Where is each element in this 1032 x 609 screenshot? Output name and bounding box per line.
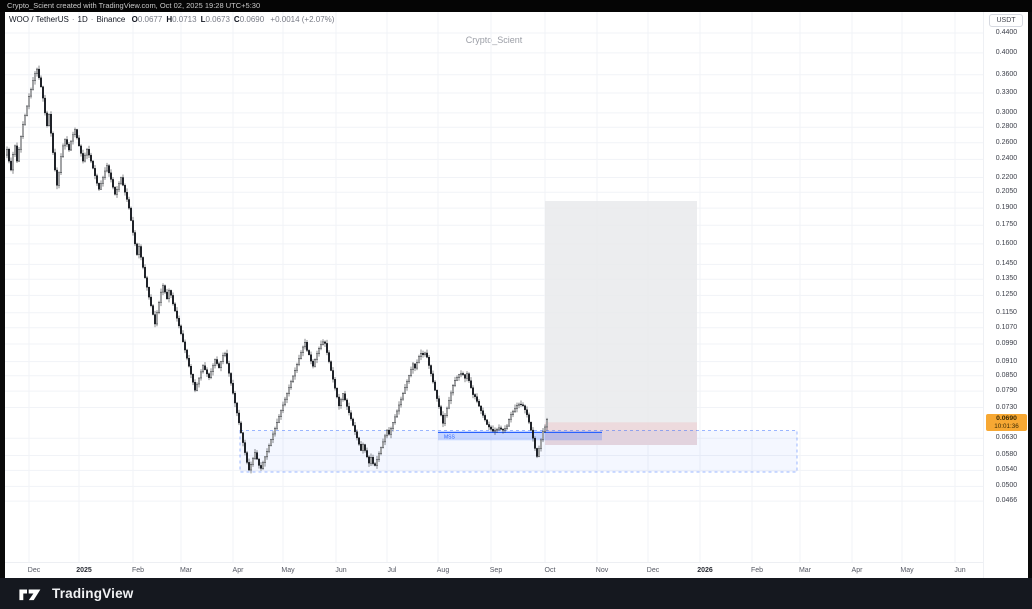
price-tick-label: 0.0910 (995, 357, 1018, 365)
footer-bar: TradingView (0, 578, 1032, 609)
time-tick-label: Dec (27, 567, 41, 574)
price-tick-label: 0.1350 (995, 275, 1018, 283)
time-tick-label: Mar (798, 567, 812, 574)
price-tick-label: 0.2400 (995, 155, 1018, 163)
ohlc-label: L (200, 15, 206, 24)
price-tick-label: 0.0540 (995, 466, 1018, 474)
time-tick-label: Apr (851, 567, 863, 574)
ohlc-label: C (233, 15, 240, 24)
price-tick-label: 0.3600 (995, 70, 1018, 78)
time-tick-label: Apr (232, 567, 244, 574)
price-tick-label: 0.0466 (995, 497, 1018, 505)
snapshot-attribution-text: Crypto_Scient created with TradingView.c… (7, 1, 261, 10)
badge-price: 0.0690 (996, 415, 1017, 422)
frame-right (1028, 12, 1032, 578)
price-tick-label: 0.0730 (995, 403, 1018, 411)
time-tick-label: Jun (335, 567, 347, 574)
ohlc-value: 0.0677 (137, 15, 163, 24)
price-tick-label: 0.0850 (995, 371, 1018, 379)
projection-box[interactable] (545, 201, 697, 445)
price-tick-label: 0.0580 (995, 451, 1018, 459)
stop-zone-box[interactable] (545, 422, 697, 445)
time-tick-label: May (900, 567, 914, 574)
mss-label: MSS (444, 435, 456, 441)
time-tick-label: Oct (544, 567, 556, 574)
candles-layer[interactable] (5, 65, 549, 474)
ohlc-label: H (166, 15, 173, 24)
currency-unit-button[interactable]: USDT (989, 14, 1023, 27)
accumulation-box[interactable] (239, 430, 798, 473)
change-value: +0.0014 (+2.07%) (270, 15, 335, 24)
price-tick-label: 0.1600 (995, 239, 1018, 247)
exchange-label: Binance (96, 15, 126, 24)
price-tick-label: 0.1250 (995, 291, 1018, 299)
time-tick-label: Sep (489, 567, 503, 574)
price-tick-label: 0.1900 (995, 204, 1018, 212)
mss-zone[interactable] (438, 432, 602, 441)
separator-dot: · (90, 15, 94, 24)
price-tick-label: 0.1450 (995, 260, 1018, 268)
symbol-bar: WOO / TetherUS · 1D · Binance O0.0677 H0.0713… (9, 14, 334, 26)
price-tick-label: 0.3000 (995, 108, 1018, 116)
ohlc-value: 0.0690 (239, 15, 265, 24)
time-axis[interactable]: Dec 2025 Feb Mar Apr May Jun Jul Aug Sep Oct Nov Dec… (5, 562, 983, 578)
time-tick-label: Nov (595, 567, 609, 574)
time-tick-label: Jul (387, 567, 397, 574)
tradingview-logo-icon[interactable] (18, 586, 44, 602)
time-tick-label: 2026 (697, 567, 713, 574)
price-tick-label: 0.1150 (996, 308, 1017, 316)
ohlc-label: O (131, 15, 138, 24)
title-bar: Crypto_Scient created with TradingView.c… (0, 0, 1032, 12)
price-tick-label: 0.0630 (995, 434, 1018, 442)
price-tick-label: 0.1070 (995, 323, 1018, 331)
price-tick-label: 0.2600 (995, 138, 1018, 146)
time-tick-label: Mar (179, 567, 193, 574)
frame-left (0, 12, 5, 578)
price-axis[interactable]: USDT 0.0690 10:01:36 0.4400 0.4000 0.3600 0… (983, 12, 1028, 578)
price-tick-label: 0.4000 (995, 48, 1018, 56)
price-tick-label: 0.2800 (995, 123, 1018, 131)
chart-canvas[interactable]: MSS (5, 12, 983, 562)
price-tick-label: 0.1750 (995, 221, 1018, 229)
price-tick-label: 0.4400 (995, 29, 1018, 36)
interval-label[interactable]: 1D (77, 15, 88, 24)
separator-dot: · (71, 15, 75, 24)
grid-layer (5, 12, 983, 562)
badge-countdown: 10:01:36 (994, 422, 1019, 430)
chart-root: WOO / TetherUS · 1D · Binance O0.0677 H0.0713… (5, 12, 1028, 578)
price-tick-label: 0.2200 (995, 173, 1018, 181)
brand-name[interactable]: TradingView (52, 586, 134, 601)
ohlc-value: 0.0673 (205, 15, 230, 24)
price-tick-label: 0.0500 (995, 482, 1018, 490)
symbol-name[interactable]: WOO / TetherUS (9, 15, 69, 24)
time-tick-label: Dec (646, 567, 660, 574)
time-tick-label: Feb (750, 567, 764, 574)
last-price-badge[interactable]: 0.0690 10:01:36 (986, 414, 1027, 431)
ohlc-values: O0.0677 H0.0713 L0.0673 C0.0690 (128, 15, 265, 24)
time-tick-label: May (281, 567, 295, 574)
price-tick-label: 0.2050 (995, 188, 1018, 196)
time-tick-label: Feb (131, 567, 145, 574)
ohlc-value: 0.0713 (172, 15, 197, 24)
time-tick-label: 2025 (76, 567, 92, 574)
price-tick-label: 0.3300 (995, 88, 1018, 96)
time-tick-label: Jun (954, 567, 966, 574)
time-tick-label: Aug (436, 567, 450, 574)
price-tick-label: 0.0990 (995, 340, 1018, 347)
price-tick-label: 0.0790 (995, 387, 1018, 395)
